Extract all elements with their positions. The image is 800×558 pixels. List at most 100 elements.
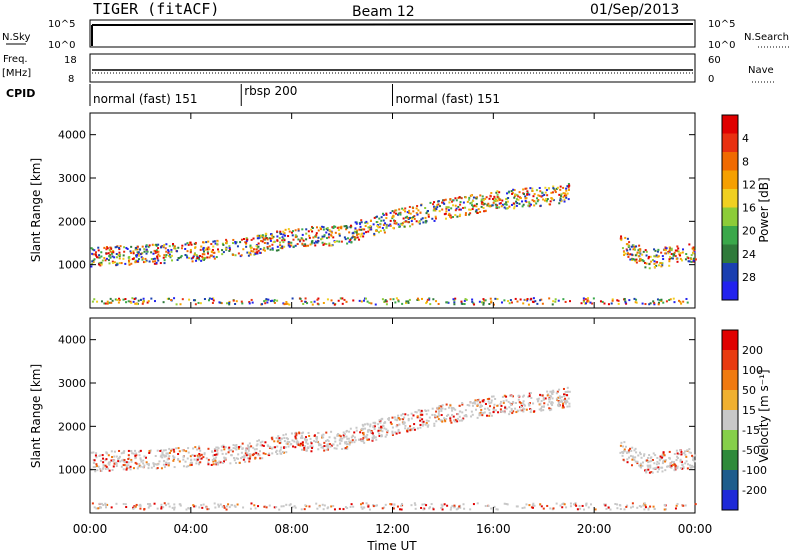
echo-point (454, 214, 457, 217)
echo-point (346, 507, 349, 510)
echo-point (359, 222, 362, 225)
echo-point (480, 198, 483, 201)
echo-point (219, 301, 222, 304)
echo-point (546, 504, 549, 507)
echo-point (549, 507, 552, 510)
echo-point (147, 464, 150, 467)
echo-point (173, 503, 176, 506)
echo-point (440, 506, 443, 509)
echo-point (472, 503, 475, 506)
echo-point (463, 299, 466, 302)
echo-point (551, 191, 554, 194)
echo-point (207, 458, 210, 461)
echo-point (562, 186, 565, 189)
echo-point (345, 435, 348, 438)
echo-point (662, 460, 665, 463)
echo-point (275, 449, 278, 452)
echo-point (142, 459, 145, 462)
echo-point (346, 447, 349, 450)
echo-point (664, 459, 667, 462)
echo-point (510, 395, 513, 398)
echo-point (207, 461, 210, 464)
echo-point (524, 195, 527, 198)
echo-point (398, 418, 401, 421)
echo-point (407, 221, 410, 224)
echo-point (110, 506, 113, 509)
echo-point (345, 227, 348, 230)
echo-point (309, 243, 312, 246)
echo-point (254, 507, 257, 510)
echo-point (383, 506, 386, 509)
echo-point (282, 505, 285, 508)
echo-point (249, 244, 252, 247)
echo-point (435, 204, 438, 207)
echo-point (395, 209, 398, 212)
echo-point (167, 297, 170, 300)
echo-point (407, 419, 410, 422)
nsearch-tick-bottom: 10^0 (708, 40, 735, 51)
echo-point (180, 247, 183, 250)
echo-point (458, 419, 461, 422)
echo-point (453, 505, 456, 508)
echo-point (572, 503, 575, 506)
echo-point (389, 503, 392, 506)
echo-point (490, 301, 493, 304)
echo-point (269, 239, 272, 242)
echo-point (680, 302, 683, 305)
echo-point (271, 248, 274, 251)
echo-point (225, 242, 228, 245)
echo-point (567, 390, 570, 393)
echo-point (499, 408, 502, 411)
echo-point (429, 303, 432, 306)
echo-point (494, 198, 497, 201)
echo-point (475, 203, 478, 206)
echo-point (628, 456, 631, 459)
echo-point (427, 409, 430, 412)
echo-point (632, 258, 635, 261)
echo-point (489, 205, 492, 208)
echo-point (139, 503, 142, 506)
echo-point (626, 461, 629, 464)
echo-point (139, 507, 142, 510)
echo-point (117, 253, 120, 256)
echo-point (433, 413, 436, 416)
echo-point (544, 186, 547, 189)
echo-point (488, 414, 491, 417)
echo-point (127, 454, 130, 457)
echo-point (198, 445, 201, 448)
echo-point (601, 300, 604, 303)
echo-point (263, 238, 266, 241)
colorbar-swatch (722, 430, 738, 451)
echo-point (345, 440, 348, 443)
echo-point (393, 211, 396, 214)
echo-point (378, 434, 381, 437)
echo-point (407, 217, 410, 220)
echo-point (565, 189, 568, 192)
echo-point (109, 256, 112, 259)
echo-point (566, 405, 569, 408)
echo-point (212, 245, 215, 248)
echo-point (367, 230, 370, 233)
echo-point (153, 300, 156, 303)
echo-point (402, 418, 405, 421)
echo-point (390, 503, 393, 506)
echo-point (511, 191, 514, 194)
echo-point (480, 408, 483, 411)
velocity-ylabel: Slant Range [km] (29, 364, 43, 468)
echo-point (336, 433, 339, 436)
echo-point (300, 300, 303, 303)
y-tick-label: 4000 (58, 129, 86, 142)
echo-point (676, 467, 679, 470)
echo-point (616, 503, 619, 506)
echo-point (192, 299, 195, 302)
echo-point (289, 503, 292, 506)
echo-point (569, 505, 572, 508)
colorbar-tick-label: 28 (742, 271, 756, 284)
echo-point (192, 504, 195, 507)
echo-point (449, 419, 452, 422)
echo-point (288, 245, 291, 248)
echo-point (94, 470, 97, 473)
echo-point (187, 243, 190, 246)
echo-point (444, 212, 447, 215)
